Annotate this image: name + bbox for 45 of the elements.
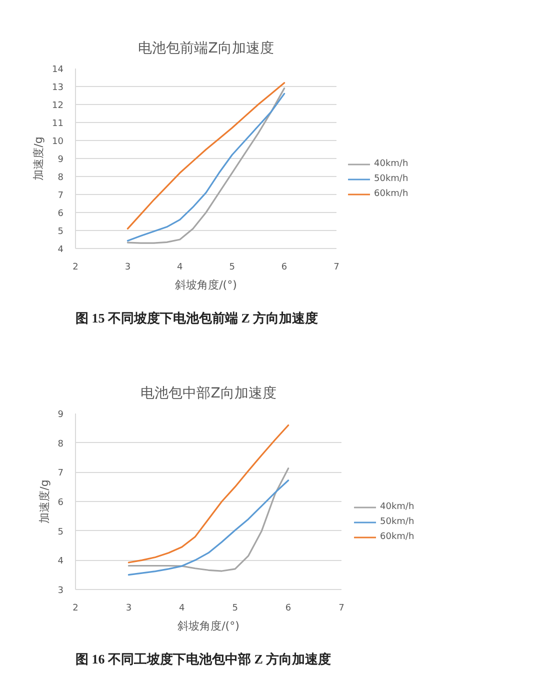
y-tick-label: 8 bbox=[58, 439, 64, 450]
legend-label: 60km/h bbox=[374, 189, 408, 199]
x-tick-label: 5 bbox=[229, 262, 235, 272]
x-tick-label: 6 bbox=[285, 604, 292, 614]
x-tick-label: 2 bbox=[72, 604, 78, 614]
legend-label: 50km/h bbox=[374, 174, 408, 184]
legend-label: 40km/h bbox=[374, 159, 408, 169]
y-tick-label: 6 bbox=[58, 498, 64, 508]
y-tick-label: 9 bbox=[58, 410, 64, 420]
legend-label: 40km/h bbox=[380, 502, 414, 512]
y-tick-label: 14 bbox=[52, 65, 64, 75]
y-tick-label: 4 bbox=[58, 245, 64, 255]
y-tick-label: 5 bbox=[58, 527, 64, 538]
y-axis-title: 加速度/g bbox=[38, 480, 51, 524]
y-tick-label: 12 bbox=[52, 101, 64, 111]
x-tick-label: 2 bbox=[72, 262, 78, 272]
y-tick-label: 8 bbox=[58, 173, 64, 183]
x-axis-title: 斜坡角度/(°) bbox=[175, 278, 237, 292]
x-tick-label: 5 bbox=[232, 604, 238, 614]
x-tick-label: 7 bbox=[334, 262, 340, 272]
x-tick-label: 6 bbox=[281, 262, 288, 272]
chart-title: 电池包中部Z向加速度 bbox=[140, 386, 276, 402]
caption: 图 15 不同坡度下电池包前端 Z 方向加速度 bbox=[76, 310, 318, 326]
y-tick-label: 7 bbox=[58, 191, 64, 201]
y-tick-label: 13 bbox=[52, 83, 64, 93]
y-tick-label: 11 bbox=[52, 119, 64, 129]
y-tick-label: 4 bbox=[58, 556, 64, 567]
caption: 图 16 不同工坡度下电池包中部 Z 方向加速度 bbox=[76, 652, 332, 666]
line-series bbox=[128, 424, 290, 564]
x-axis-title: 斜坡角度/(°) bbox=[178, 620, 240, 632]
y-tick-label: 7 bbox=[58, 468, 64, 479]
y-axis-title: 加速度/g bbox=[32, 136, 46, 180]
y-tick-label: 6 bbox=[58, 209, 64, 219]
legend-label: 50km/h bbox=[380, 517, 414, 527]
legend-label: 60km/h bbox=[380, 532, 414, 542]
y-tick-label: 10 bbox=[52, 137, 64, 147]
y-tick-label: 5 bbox=[58, 227, 64, 237]
x-tick-label: 4 bbox=[177, 262, 184, 272]
x-tick-label: 7 bbox=[338, 604, 344, 614]
y-tick-label: 3 bbox=[58, 586, 64, 596]
y-tick-label: 9 bbox=[58, 155, 64, 165]
x-tick-label: 3 bbox=[124, 262, 131, 272]
chart-title: 电池包前端Z向加速度 bbox=[138, 40, 274, 56]
x-tick-label: 4 bbox=[179, 604, 186, 614]
x-tick-label: 3 bbox=[126, 604, 132, 614]
